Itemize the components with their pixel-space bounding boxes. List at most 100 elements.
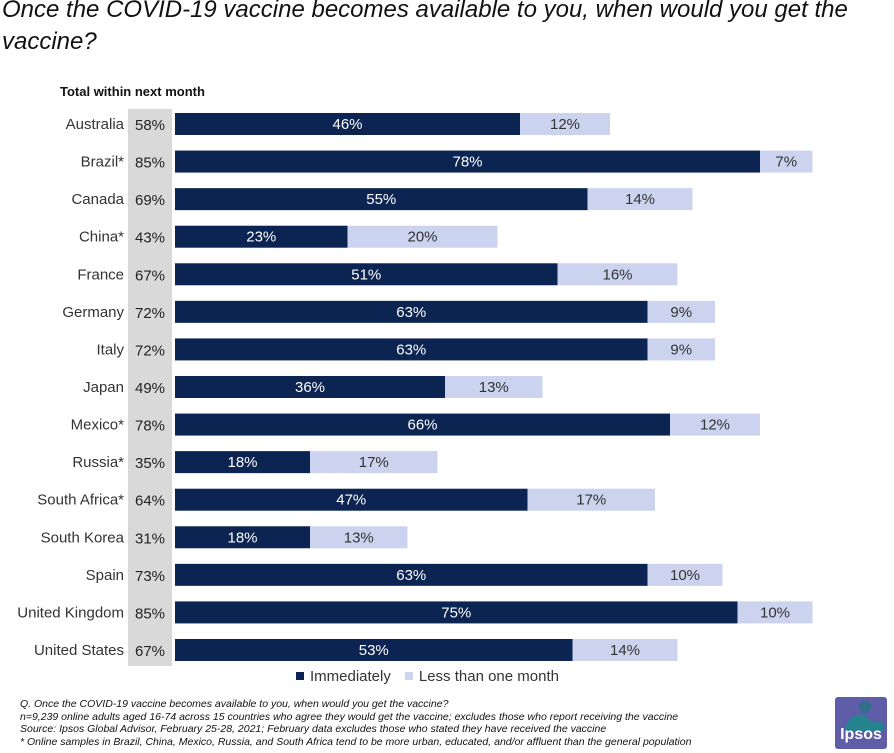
- category-label-united-kingdom: United Kingdom: [17, 604, 124, 621]
- value-label-less-than-one-month-australia: 12%: [550, 116, 580, 133]
- value-label-less-than-one-month-italy: 9%: [670, 341, 692, 358]
- bar-less-than-one-month-south-africa: [527, 488, 655, 511]
- category-label-germany: Germany: [62, 304, 124, 321]
- footnote-note: * Online samples in Brazil, China, Mexic…: [20, 735, 692, 748]
- value-label-less-than-one-month-brazil: 7%: [775, 154, 797, 171]
- value-label-less-than-one-month-united-kingdom: 10%: [760, 604, 790, 621]
- ipsos-logo: Ipsos: [835, 697, 887, 749]
- bar-immediately-canada: [175, 188, 588, 211]
- bar-less-than-one-month-germany: [647, 300, 715, 323]
- total-column-background: [128, 109, 172, 666]
- total-column-label: Total within next month: [60, 84, 205, 99]
- bar-less-than-one-month-france: [557, 263, 678, 286]
- bar-less-than-one-month-united-states: [572, 638, 678, 661]
- bar-less-than-one-month-japan: [445, 375, 543, 398]
- bar-less-than-one-month-russia: [310, 451, 438, 474]
- legend-item-less-than-one-month: Less than one month: [404, 667, 559, 685]
- total-value-japan: 49%: [135, 380, 165, 397]
- value-label-immediately-japan: 36%: [295, 379, 325, 396]
- value-label-less-than-one-month-china: 20%: [407, 229, 437, 246]
- footnote-question: Q. Once the COVID-19 vaccine becomes ava…: [20, 698, 449, 710]
- bar-immediately-united-kingdom: [175, 601, 738, 624]
- total-value-france: 67%: [135, 267, 165, 284]
- category-label-south-korea: South Korea: [41, 529, 125, 546]
- legend-swatch-immediately: [296, 672, 304, 680]
- total-value-united-states: 67%: [135, 643, 165, 660]
- chart-title: Once the COVID-19 vaccine becomes availa…: [2, 0, 848, 55]
- total-value-south-africa: 64%: [135, 493, 165, 510]
- category-label-spain: Spain: [86, 567, 124, 584]
- value-label-immediately-china: 23%: [246, 229, 276, 246]
- total-value-brazil: 85%: [135, 155, 165, 172]
- bar-immediately-russia: [175, 451, 310, 474]
- value-label-immediately-germany: 63%: [396, 304, 426, 321]
- value-label-immediately-united-kingdom: 75%: [441, 604, 471, 621]
- total-value-russia: 35%: [135, 455, 165, 472]
- value-label-immediately-brazil: 78%: [452, 154, 482, 171]
- bar-less-than-one-month-mexico: [670, 413, 760, 436]
- total-value-italy: 72%: [135, 342, 165, 359]
- total-value-mexico: 78%: [135, 418, 165, 435]
- total-value-australia: 58%: [135, 117, 165, 134]
- category-label-japan: Japan: [83, 379, 124, 396]
- bar-less-than-one-month-brazil: [760, 150, 813, 173]
- bar-immediately-australia: [175, 113, 520, 135]
- bar-immediately-south-korea: [175, 526, 310, 549]
- category-label-france: France: [77, 266, 124, 283]
- value-label-less-than-one-month-canada: 14%: [625, 191, 655, 208]
- bar-immediately-germany: [175, 300, 648, 323]
- bar-less-than-one-month-united-kingdom: [737, 601, 813, 624]
- value-label-immediately-italy: 63%: [396, 341, 426, 358]
- bar-immediately-united-states: [175, 638, 573, 661]
- category-label-brazil: Brazil*: [81, 154, 125, 171]
- value-label-immediately-south-africa: 47%: [336, 492, 366, 509]
- bar-immediately-france: [175, 263, 558, 286]
- value-label-immediately-united-states: 53%: [359, 642, 389, 659]
- footnote-sample: n=9,239 online adults aged 16-74 across …: [20, 710, 679, 723]
- value-label-less-than-one-month-south-africa: 17%: [576, 492, 606, 509]
- value-label-less-than-one-month-spain: 10%: [670, 567, 700, 584]
- bar-immediately-spain: [175, 563, 648, 586]
- category-label-south-africa: South Africa*: [37, 492, 124, 509]
- legend-label-immediately: Immediately: [310, 667, 391, 685]
- value-label-less-than-one-month-france: 16%: [602, 266, 632, 283]
- legend-item-immediately: Immediately: [296, 668, 391, 685]
- value-label-immediately-south-korea: 18%: [227, 529, 257, 546]
- value-label-less-than-one-month-germany: 9%: [670, 304, 692, 321]
- value-label-immediately-mexico: 66%: [407, 417, 437, 434]
- category-label-mexico: Mexico*: [71, 417, 125, 434]
- total-value-spain: 73%: [135, 568, 165, 585]
- legend-swatch-less-than-one-month: [404, 672, 413, 680]
- category-label-canada: Canada: [71, 191, 124, 208]
- bar-immediately-south-africa: [175, 488, 528, 511]
- category-label-china: China*: [79, 229, 124, 246]
- legend-label-less-than-one-month: Less than one month: [418, 667, 559, 685]
- value-label-immediately-russia: 18%: [227, 454, 257, 471]
- logo-text: Ipsos: [840, 726, 882, 743]
- bar-less-than-one-month-south-korea: [310, 526, 408, 549]
- footnote-source: Source: Ipsos Global Advisor, February 2…: [20, 723, 607, 735]
- value-label-immediately-spain: 63%: [396, 567, 426, 584]
- logo-figure-icon: [845, 701, 883, 731]
- value-label-less-than-one-month-mexico: 12%: [700, 417, 730, 434]
- category-label-italy: Italy: [96, 341, 124, 358]
- bar-less-than-one-month-china: [347, 225, 498, 248]
- legend: Immediately Less than one month: [296, 666, 573, 686]
- total-value-canada: 69%: [135, 192, 165, 209]
- bar-less-than-one-month-canada: [587, 188, 693, 211]
- value-label-less-than-one-month-russia: 17%: [359, 454, 389, 471]
- total-value-south-korea: 31%: [135, 530, 165, 547]
- bar-immediately-brazil: [175, 150, 760, 173]
- total-value-united-kingdom: 85%: [135, 605, 165, 622]
- bar-less-than-one-month-australia: [520, 113, 610, 135]
- value-label-immediately-australia: 46%: [332, 116, 362, 133]
- category-label-australia: Australia: [66, 116, 125, 133]
- bar-immediately-japan: [175, 375, 445, 398]
- value-label-immediately-france: 51%: [351, 266, 381, 283]
- value-label-less-than-one-month-japan: 13%: [479, 379, 509, 396]
- value-label-less-than-one-month-united-states: 14%: [610, 642, 640, 659]
- total-value-china: 43%: [135, 230, 165, 247]
- total-value-germany: 72%: [135, 305, 165, 322]
- bar-immediately-italy: [175, 338, 648, 361]
